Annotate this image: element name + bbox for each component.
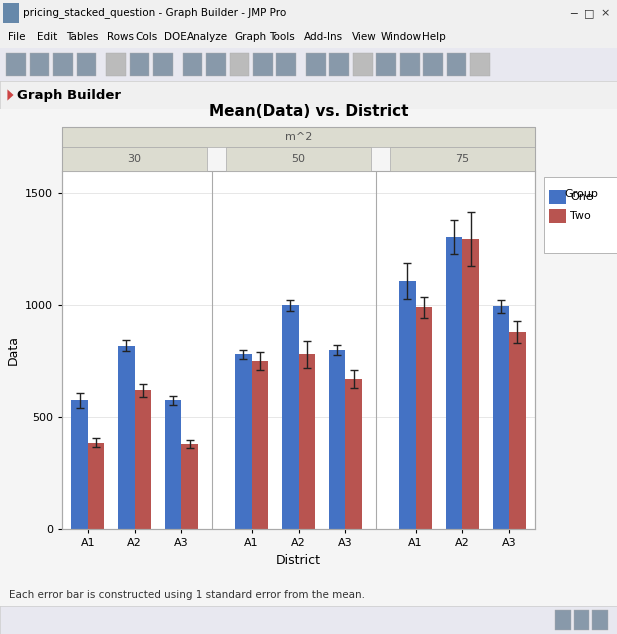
Bar xyxy=(509,332,526,529)
Text: Mean(Data) vs. District: Mean(Data) vs. District xyxy=(209,104,408,119)
Bar xyxy=(53,53,73,76)
Bar xyxy=(462,239,479,529)
Polygon shape xyxy=(7,89,14,101)
Bar xyxy=(253,53,273,76)
Text: Graph Builder: Graph Builder xyxy=(17,89,122,101)
Bar xyxy=(282,305,299,529)
Bar xyxy=(130,53,149,76)
Bar xyxy=(470,53,490,76)
Text: Cols: Cols xyxy=(136,32,158,42)
Text: 50: 50 xyxy=(291,154,305,164)
Bar xyxy=(299,354,315,529)
Bar xyxy=(592,610,608,630)
Text: m^2: m^2 xyxy=(285,132,312,142)
Text: ─: ─ xyxy=(571,8,577,18)
Y-axis label: Data: Data xyxy=(6,335,19,365)
Text: Add-Ins: Add-Ins xyxy=(304,32,344,42)
Text: Analyze: Analyze xyxy=(187,32,228,42)
Bar xyxy=(77,53,96,76)
Text: Help: Help xyxy=(422,32,445,42)
Bar xyxy=(153,53,173,76)
Text: Two: Two xyxy=(570,211,591,221)
X-axis label: District: District xyxy=(276,553,321,567)
Text: 30: 30 xyxy=(128,154,141,164)
Text: Tables: Tables xyxy=(65,32,98,42)
Text: ×: × xyxy=(600,8,610,18)
Bar xyxy=(574,610,589,630)
Text: One: One xyxy=(570,192,593,202)
Bar xyxy=(135,391,151,529)
Bar xyxy=(446,237,462,529)
Bar xyxy=(3,3,19,23)
Bar xyxy=(276,53,296,76)
Text: Window: Window xyxy=(381,32,422,42)
Text: DOE: DOE xyxy=(164,32,187,42)
Text: Each error bar is constructed using 1 standard error from the mean.: Each error bar is constructed using 1 st… xyxy=(9,590,365,600)
Bar xyxy=(306,53,326,76)
Bar xyxy=(72,400,88,529)
Text: File: File xyxy=(8,32,25,42)
Text: Graph: Graph xyxy=(234,32,267,42)
Bar xyxy=(118,346,135,529)
Text: Rows: Rows xyxy=(107,32,134,42)
Bar xyxy=(235,354,252,529)
Bar xyxy=(165,400,181,529)
Bar xyxy=(447,53,466,76)
Bar xyxy=(423,53,443,76)
Bar xyxy=(346,379,362,529)
Bar xyxy=(106,53,126,76)
Text: View: View xyxy=(352,32,376,42)
Bar xyxy=(6,53,26,76)
Text: 75: 75 xyxy=(455,154,470,164)
Bar xyxy=(181,444,198,529)
Bar xyxy=(400,53,420,76)
Bar xyxy=(493,306,509,529)
Bar xyxy=(555,610,571,630)
Bar xyxy=(30,53,49,76)
Text: pricing_stacked_question - Graph Builder - JMP Pro: pricing_stacked_question - Graph Builder… xyxy=(23,8,287,18)
Bar xyxy=(183,53,202,76)
Bar xyxy=(206,53,226,76)
Bar xyxy=(230,53,249,76)
Text: Group: Group xyxy=(565,189,598,198)
Text: Tools: Tools xyxy=(270,32,295,42)
Text: □: □ xyxy=(584,8,595,18)
Bar xyxy=(252,361,268,529)
Bar xyxy=(353,53,373,76)
Bar xyxy=(329,350,346,529)
Bar xyxy=(88,443,104,529)
Bar xyxy=(376,53,396,76)
Bar xyxy=(399,281,416,529)
Text: Edit: Edit xyxy=(37,32,57,42)
Bar xyxy=(329,53,349,76)
Bar xyxy=(416,307,432,529)
